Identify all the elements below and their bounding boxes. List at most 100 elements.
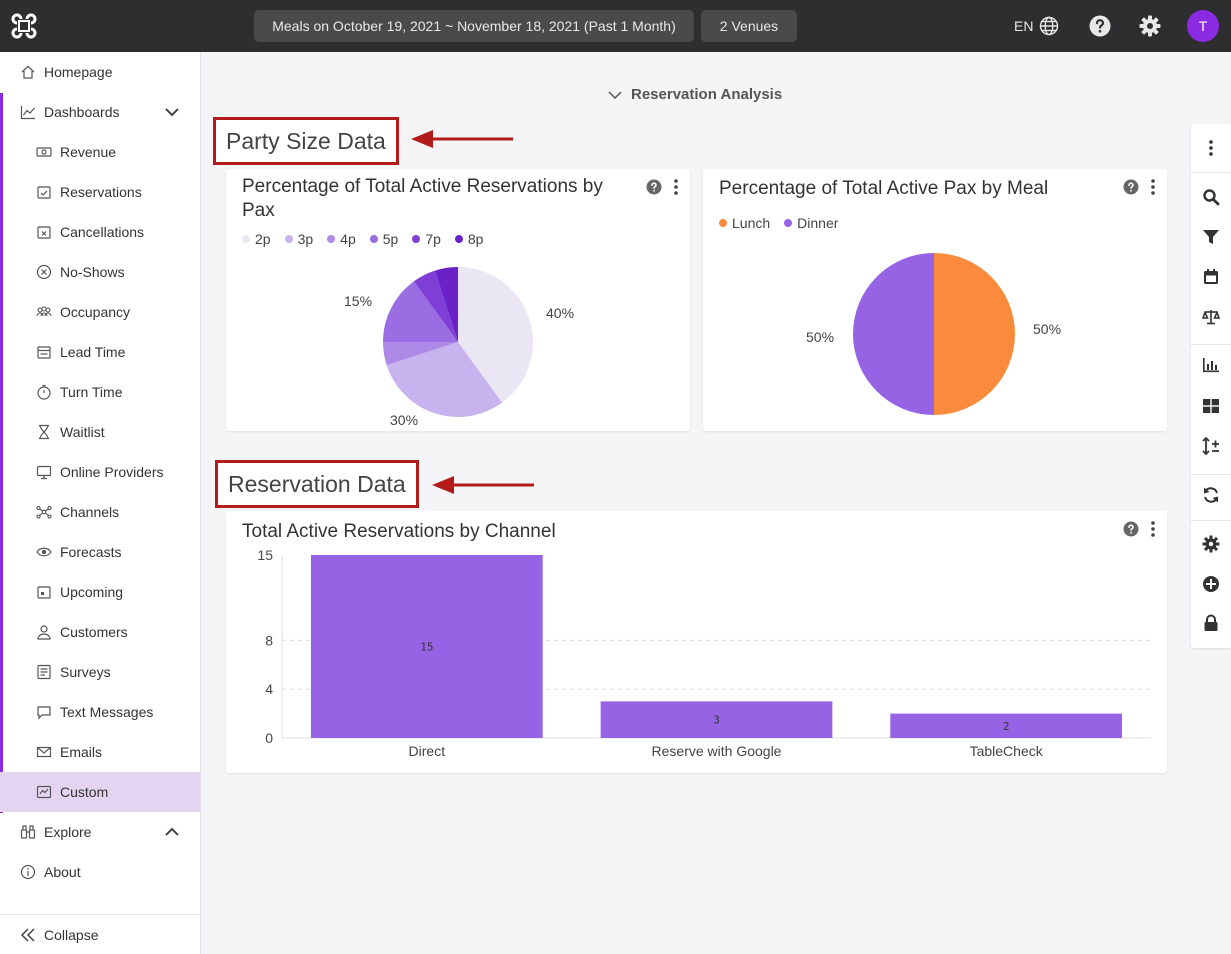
more-vertical-icon[interactable] (1202, 139, 1220, 157)
sidebar-item-label: About (44, 864, 81, 880)
venues-button[interactable]: 2 Venues (701, 10, 797, 42)
cancellations-icon (37, 226, 51, 239)
legend-item[interactable]: 8p (454, 231, 483, 247)
sidebar-item-occupancy[interactable]: Occupancy (0, 292, 200, 332)
legend-item[interactable]: Lunch (719, 215, 770, 231)
sort-plus-minus-icon[interactable] (1202, 437, 1220, 455)
x-tick-label: TableCheck (970, 743, 1044, 759)
bar-chart-icon[interactable] (1202, 356, 1220, 374)
waitlist-icon (39, 424, 49, 440)
no-shows-icon (36, 264, 52, 280)
sidebar-item-upcoming[interactable]: Upcoming (0, 572, 200, 612)
card-title-line: Percentage of Total Active Reservations … (242, 176, 603, 197)
collapse-sidebar-button[interactable]: Collapse (0, 914, 200, 954)
card-tools (646, 179, 678, 195)
sidebar-item-emails[interactable]: Emails (0, 732, 200, 772)
app-logo-icon[interactable] (10, 12, 38, 40)
calendar-icon[interactable] (1202, 268, 1220, 286)
card-tools (1123, 521, 1155, 537)
pie-slice-dinner[interactable] (853, 253, 934, 415)
help-icon[interactable] (1123, 179, 1139, 195)
sidebar-item-text-messages[interactable]: Text Messages (0, 692, 200, 732)
lead-time-icon (37, 346, 51, 359)
more-vertical-icon[interactable] (1151, 521, 1155, 537)
sidebar-item-label: Text Messages (60, 704, 154, 720)
chevron-up-icon[interactable] (164, 824, 180, 840)
toolbar-divider (1191, 474, 1231, 475)
legend-item[interactable]: 3p (284, 231, 314, 247)
pie-slice-5p[interactable] (383, 281, 458, 342)
bar-direct[interactable] (310, 555, 543, 738)
settings-gear-icon[interactable] (1138, 14, 1162, 38)
more-vertical-icon[interactable] (1151, 179, 1155, 195)
sidebar-item-channels[interactable]: Channels (0, 492, 200, 532)
sidebar-item-explore[interactable]: Explore (0, 812, 200, 852)
date-range-button[interactable]: Meals on October 19, 2021 ~ November 18,… (254, 10, 694, 42)
sidebar-item-reservations[interactable]: Reservations (0, 172, 200, 212)
pie-slice-8p[interactable] (434, 267, 458, 342)
pie-slice-4p[interactable] (383, 342, 458, 366)
pie-slice-3p[interactable] (386, 342, 503, 417)
legend-label: 3p (297, 231, 314, 247)
legend-item[interactable]: 2p (242, 231, 271, 247)
grid-layout-icon[interactable] (1202, 397, 1220, 415)
sidebar-item-dashboards[interactable]: Dashboards (0, 92, 200, 132)
channel-bar-card: Total Active Reservations by Channel 0 4 8… (226, 511, 1167, 773)
sidebar-item-label: Dashboards (44, 104, 120, 120)
pax-pie-card: Percentage of Total Active Reservations … (226, 169, 690, 431)
language-selector[interactable]: EN (1014, 16, 1059, 36)
add-circle-icon[interactable] (1202, 575, 1220, 593)
reservation-data-label: Reservation Data (215, 460, 419, 508)
bar-tablecheck[interactable] (890, 713, 1123, 738)
chevron-down-icon[interactable] (164, 104, 180, 120)
legend-item[interactable]: 4p (327, 231, 356, 247)
surveys-icon (37, 664, 51, 680)
sidebar-item-homepage[interactable]: Homepage (0, 52, 200, 92)
double-chevron-left-icon (20, 927, 35, 942)
sidebar-item-label: Custom (60, 784, 109, 800)
refresh-icon[interactable] (1202, 486, 1220, 504)
toolbar-divider (1191, 520, 1231, 521)
sidebar-item-label: Online Providers (60, 464, 164, 480)
sidebar-item-turn-time[interactable]: Turn Time (0, 372, 200, 412)
toolbar-divider (1191, 172, 1231, 173)
legend-item[interactable]: Dinner (784, 215, 838, 231)
sidebar-item-waitlist[interactable]: Waitlist (0, 412, 200, 452)
sidebar-item-custom[interactable]: Custom (0, 772, 200, 812)
sidebar-item-revenue[interactable]: Revenue (0, 132, 200, 172)
sidebar-item-forecasts[interactable]: Forecasts (0, 532, 200, 572)
sidebar-item-cancellations[interactable]: Cancellations (0, 212, 200, 252)
help-icon[interactable] (1088, 14, 1112, 38)
bar-value-label: 3 (713, 714, 720, 727)
meal-pie-card: Percentage of Total Active Pax by Meal L… (703, 169, 1167, 431)
legend-item[interactable]: 5p (369, 231, 398, 247)
balance-scale-icon[interactable] (1202, 308, 1220, 326)
filter-icon[interactable] (1202, 228, 1220, 246)
legend-item[interactable]: 7p (412, 231, 441, 247)
user-avatar[interactable]: T (1187, 10, 1219, 42)
pie-slice-lunch[interactable] (934, 253, 1015, 415)
help-icon[interactable] (646, 179, 662, 195)
pax-pie-chart (383, 267, 533, 417)
sidebar-item-customers[interactable]: Customers (0, 612, 200, 652)
sidebar-item-about[interactable]: About (0, 852, 200, 892)
x-tick-label: Reserve with Google (652, 743, 782, 759)
reservation-analysis-toggle[interactable]: Reservation Analysis (607, 86, 782, 103)
sidebar-item-label: Occupancy (60, 304, 131, 320)
settings-gear-icon[interactable] (1202, 535, 1220, 553)
search-icon[interactable] (1202, 188, 1220, 206)
sidebar-item-label: Waitlist (60, 424, 105, 440)
sidebar-item-surveys[interactable]: Surveys (0, 652, 200, 692)
sidebar-item-label: Explore (44, 824, 92, 840)
more-vertical-icon[interactable] (674, 179, 678, 195)
sidebar-item-lead-time[interactable]: Lead Time (0, 332, 200, 372)
sidebar-item-online-providers[interactable]: Online Providers (0, 452, 200, 492)
help-icon[interactable] (1123, 521, 1139, 537)
sidebar-item-label: Upcoming (60, 584, 124, 600)
bar-reserve-with-google[interactable] (600, 701, 833, 738)
lock-icon[interactable] (1202, 614, 1220, 632)
pie-slice-2p[interactable] (458, 267, 533, 403)
sidebar-item-no-shows[interactable]: No-Shows (0, 252, 200, 292)
pie-slice-7p[interactable] (413, 270, 458, 342)
red-arrow-icon (411, 130, 513, 148)
